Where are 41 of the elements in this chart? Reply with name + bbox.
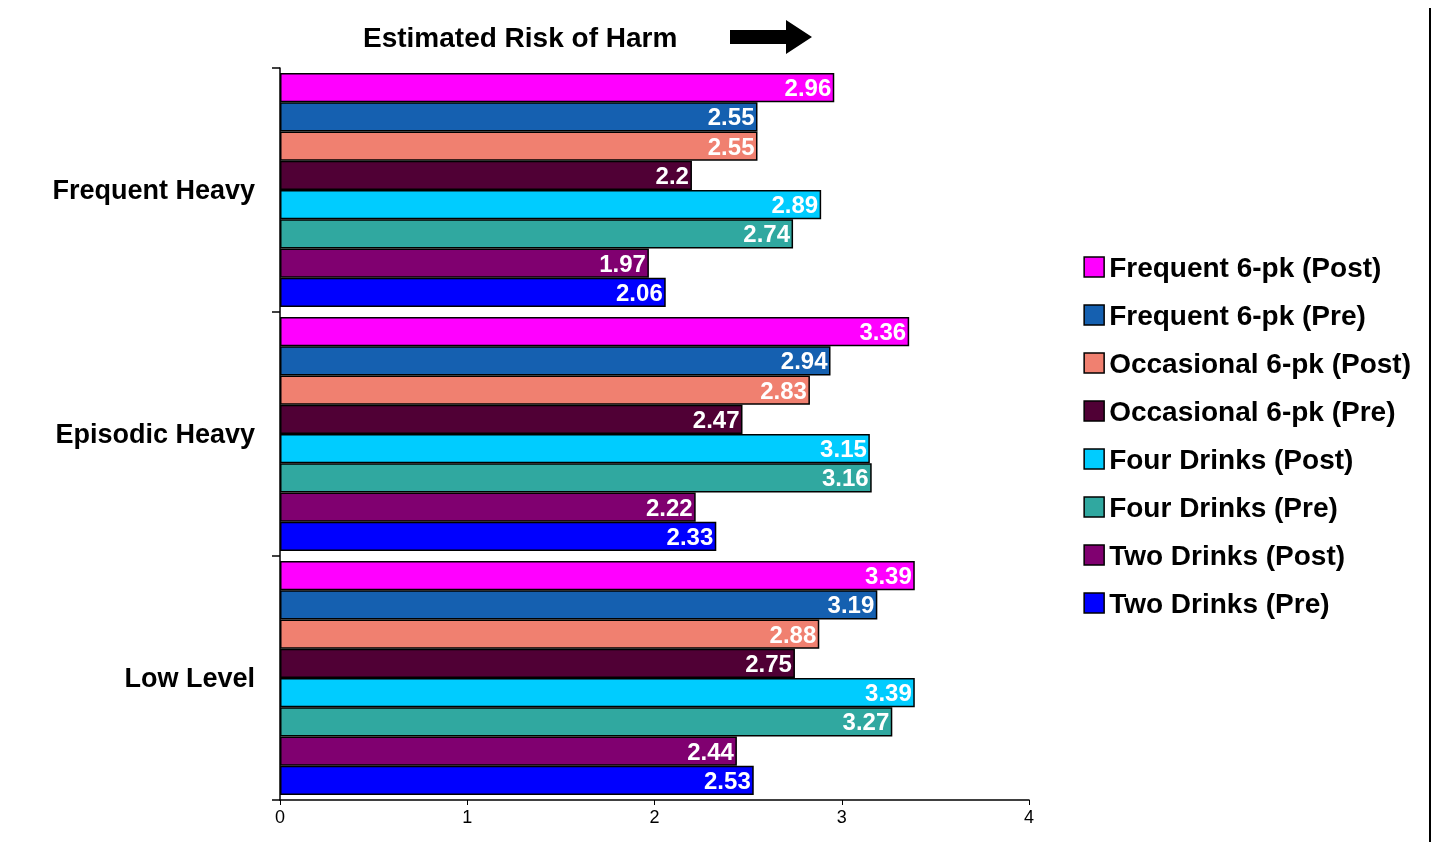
data-label: 2.96 (784, 74, 832, 102)
legend-label: Four Drinks (Pre) (1109, 491, 1338, 523)
y-tick-label: Episodic Heavy (55, 419, 255, 449)
x-tick-label: 0 (274, 807, 286, 827)
data-label: 2.47 (692, 405, 740, 433)
data-label: 1.97 (599, 249, 646, 277)
data-label: 2.83 (760, 376, 807, 404)
data-label: 2.89 (771, 191, 819, 219)
data-label: 3.15 (820, 435, 867, 463)
data-label: 2.75 (745, 649, 792, 677)
legend-label: Frequent 6-pk (Post) (1109, 251, 1382, 283)
data-label: 3.36 (859, 318, 907, 346)
data-label: 3.39 (865, 562, 912, 590)
x-tick-label: 1 (462, 807, 473, 827)
data-label: 2.44 (687, 737, 735, 765)
data-label: 2.22 (645, 493, 693, 521)
chart-title: Estimated Risk of Harm (363, 21, 678, 53)
x-tick-label: 4 (1023, 807, 1035, 827)
data-label: 3.16 (821, 464, 869, 492)
legend-label: Two Drinks (Post) (1109, 539, 1346, 571)
data-label: 2.2 (655, 161, 689, 189)
legend-label: Two Drinks (Pre) (1109, 587, 1330, 619)
data-label: 2.53 (704, 766, 751, 794)
data-label: 3.27 (842, 708, 890, 736)
x-tick-label: 3 (836, 807, 847, 827)
y-tick-label: Frequent Heavy (52, 175, 255, 205)
data-label: 2.94 (780, 347, 829, 375)
data-label: 3.39 (865, 679, 912, 707)
data-label: 3.19 (827, 591, 875, 619)
legend-label: Occasional 6-pk (Pre) (1109, 395, 1396, 427)
legend-label: Occasional 6-pk (Post) (1109, 347, 1412, 379)
data-label: 2.74 (743, 220, 791, 248)
x-tick-label: 2 (649, 807, 660, 827)
data-label: 2.55 (707, 132, 755, 160)
y-tick-label: Low Level (124, 663, 255, 693)
data-label: 2.88 (769, 620, 817, 648)
data-label: 2.33 (666, 522, 714, 550)
legend-label: Frequent 6-pk (Pre) (1109, 299, 1366, 331)
data-label: 2.06 (616, 278, 663, 306)
data-label: 2.55 (707, 103, 755, 131)
legend-label: Four Drinks (Post) (1109, 443, 1354, 475)
